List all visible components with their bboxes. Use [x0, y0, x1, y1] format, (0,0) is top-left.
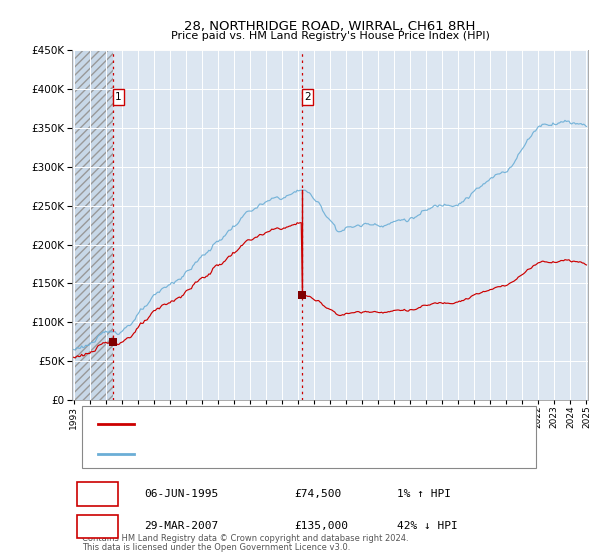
Text: 29-MAR-2007: 29-MAR-2007: [144, 521, 218, 531]
Bar: [77, 515, 118, 538]
Text: 28, NORTHRIDGE ROAD, WIRRAL, CH61 8RH: 28, NORTHRIDGE ROAD, WIRRAL, CH61 8RH: [184, 20, 476, 32]
Text: 28, NORTHRIDGE ROAD, WIRRAL, CH61 8RH (detached house): 28, NORTHRIDGE ROAD, WIRRAL, CH61 8RH (d…: [144, 419, 461, 429]
Text: 1: 1: [115, 92, 122, 102]
Text: Price paid vs. HM Land Registry's House Price Index (HPI): Price paid vs. HM Land Registry's House …: [170, 31, 490, 41]
Text: This data is licensed under the Open Government Licence v3.0.: This data is licensed under the Open Gov…: [82, 543, 350, 552]
Text: 1% ↑ HPI: 1% ↑ HPI: [397, 489, 451, 499]
Text: 06-JUN-1995: 06-JUN-1995: [144, 489, 218, 499]
Text: 42% ↓ HPI: 42% ↓ HPI: [397, 521, 458, 531]
Text: HPI: Average price, detached house, Wirral: HPI: Average price, detached house, Wirr…: [144, 449, 391, 459]
Text: 1: 1: [94, 487, 101, 500]
Text: £74,500: £74,500: [294, 489, 341, 499]
Text: 2: 2: [304, 92, 311, 102]
Bar: [77, 482, 118, 506]
Text: £135,000: £135,000: [294, 521, 348, 531]
Text: 2: 2: [94, 520, 101, 533]
Text: Contains HM Land Registry data © Crown copyright and database right 2024.: Contains HM Land Registry data © Crown c…: [82, 534, 409, 543]
Bar: [82, 406, 536, 469]
Bar: [74, 50, 113, 400]
